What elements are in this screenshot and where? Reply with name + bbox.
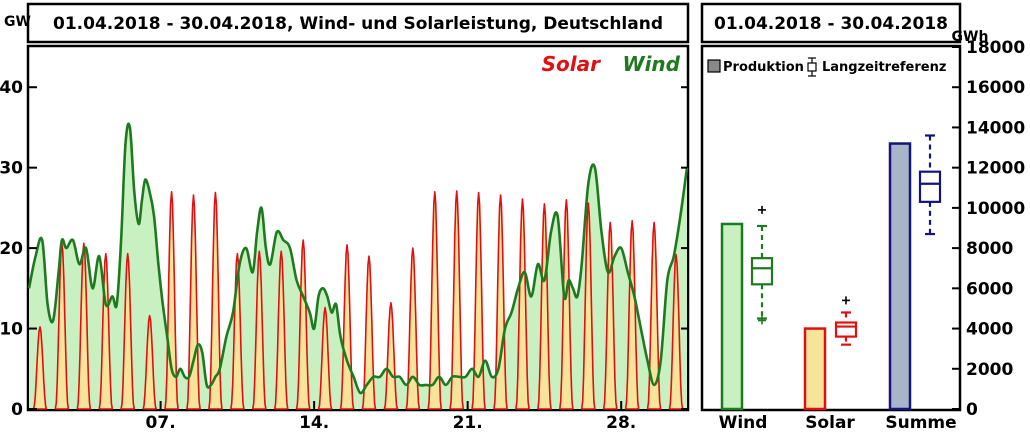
left-title-box [26,2,690,44]
left-y-tick-label: 30 [0,159,23,179]
left-y-tick-label: 0 [11,400,23,420]
right-x-label-summe: Summe [885,413,956,433]
right-axis: 0 2000 4000 6000 8000 10000 12000 14000 16000 180… [952,38,1025,420]
left-axis: 0 10 20 30 40 07. 14. 21. 28. [0,78,687,433]
solar-peak [624,220,640,410]
solar-peak [383,302,399,410]
solar-peak [208,191,223,410]
bar-produktion-summe [888,142,912,411]
outlier-marker [842,296,850,305]
right-y-tick-label: 14000 [966,118,1025,138]
right-y-tick-label: 0 [966,400,978,420]
solar-peak [361,255,377,410]
right-y-tick-label: 2000 [966,360,1013,380]
left-series-areas [27,122,689,410]
solar-peak [449,190,465,410]
wind-line [27,122,689,395]
left-x-tick-label: 14. [299,413,329,433]
legend-referenz-icon [807,57,817,77]
right-y-tick-label: 4000 [966,320,1013,340]
left-panel: 01.04.2018 - 30.04.2018, Wind- und Solar… [0,2,690,433]
right-chart-title: 01.04.2018 - 30.04.2018 [714,14,948,34]
solar-peak [493,194,508,410]
right-bars: Wind Solar Summe [719,134,957,433]
legend-produktion-swatch [707,59,721,73]
legend-produktion-label: Produktion [723,60,804,75]
box-iqr [834,321,858,338]
right-x-label-wind: Wind [719,413,768,433]
box-iqr [918,170,942,203]
right-plot-frame [700,44,962,412]
right-y-tick-label: 12000 [966,159,1025,179]
solar-peak [32,326,48,410]
solar-peak [142,314,157,410]
solar-peak [537,203,552,410]
left-chart-title: 01.04.2018 - 30.04.2018, Wind- und Solar… [53,14,663,34]
solar-peak [580,202,596,410]
left-y-tick-label: 10 [0,320,23,340]
right-title-box [700,2,962,44]
outlier-marker [758,205,766,214]
legend-wind-label: Wind [623,52,681,76]
left-x-tick-label: 07. [146,413,176,433]
legend-solar-label: Solar [542,52,601,76]
boxplot-solar [834,311,858,346]
boxplot-wind [750,224,774,320]
right-y-tick-label: 18000 [966,38,1025,58]
right-panel: 01.04.2018 - 30.04.2018 GWh Produktion L… [700,2,1025,433]
left-x-tick-label: 21. [453,413,483,433]
solar-peak [515,198,530,410]
solar-peak [646,221,662,410]
solar-peak [317,306,333,410]
right-y-tick-label: 16000 [966,78,1025,98]
left-y-tick-label: 20 [0,239,23,259]
solar-peak [54,242,70,410]
right-y-tick-label: 8000 [966,239,1013,259]
solar-peak [98,252,114,410]
legend-referenz-label: Langzeitreferenz [822,60,946,75]
box-iqr [750,257,774,286]
right-y-unit: GWh [952,29,989,45]
solar-peak [471,191,486,410]
solar-peak [295,239,311,410]
left-y-unit: GW [4,14,31,30]
right-x-label-solar: Solar [805,413,855,433]
bar-produktion-solar [803,327,827,411]
outlier-marker [758,316,766,325]
right-y-tick-label: 6000 [966,279,1013,299]
left-y-tick-label: 40 [0,78,23,98]
solar-peak [230,252,245,410]
left-x-tick-label: 28. [606,413,636,433]
solar-peak [251,250,267,410]
bar-produktion-wind [720,222,744,411]
solar-peak [602,221,618,410]
solar-peak [668,253,684,410]
right-y-tick-label: 10000 [966,199,1025,219]
solar-peak [120,252,136,410]
boxplot-summe [918,134,942,236]
solar-peak [559,199,574,410]
solar-peak [427,191,443,410]
solar-peak [186,194,201,410]
solar-peak [405,247,421,410]
solar-peak [273,250,289,410]
